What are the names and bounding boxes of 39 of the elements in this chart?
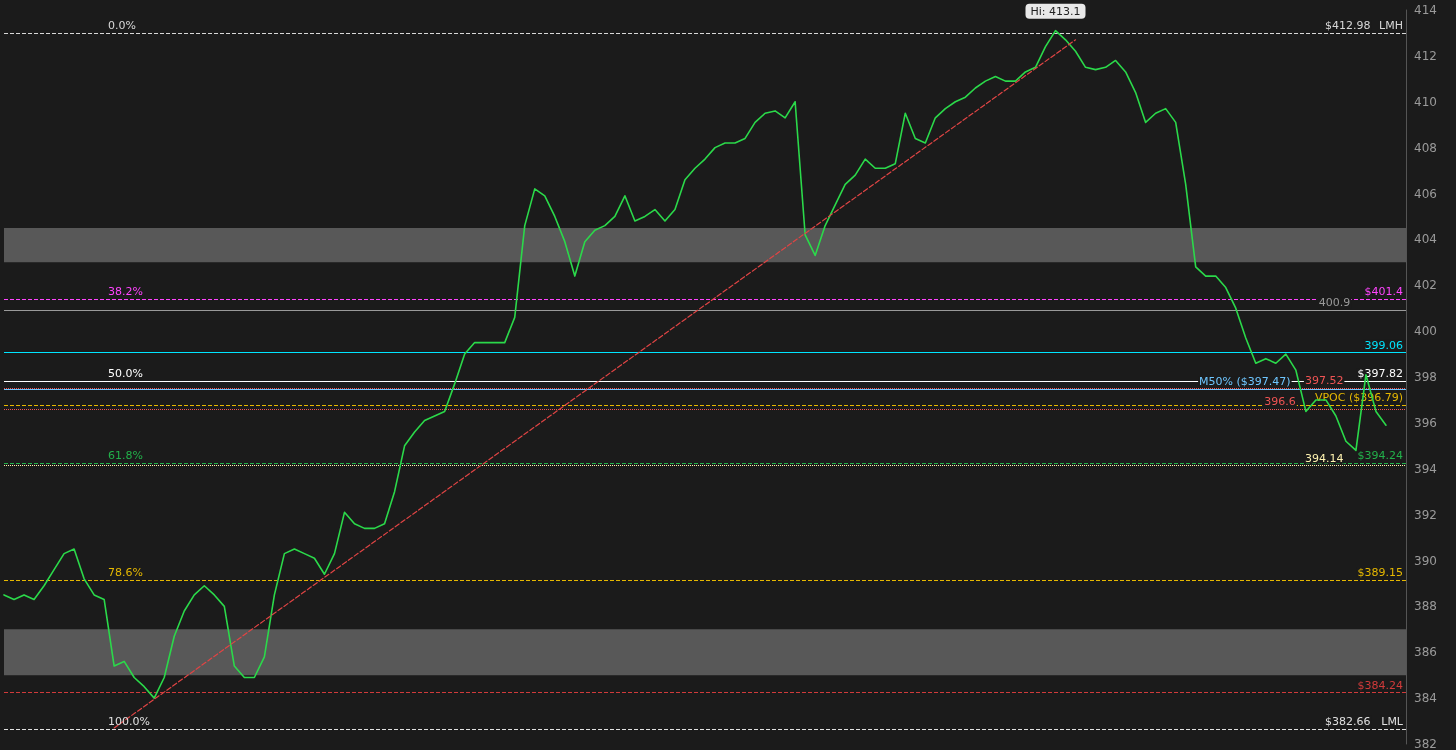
annotation: 38.2%: [108, 285, 143, 299]
ref-line-label: $412.98: [1325, 19, 1371, 33]
annotation: 100.0%: [108, 714, 150, 728]
y-tick-label: 404: [1414, 232, 1437, 247]
ref-line-label: 396.6: [1264, 395, 1296, 409]
annotation: 61.8%: [108, 449, 143, 463]
ref-line-label: $394.24: [1357, 449, 1403, 463]
y-tick-label: 408: [1414, 140, 1437, 155]
y-tick-label: 390: [1414, 553, 1437, 568]
annotation: LML: [1381, 714, 1404, 728]
ref-line-label: 397.52: [1304, 374, 1344, 388]
y-tick-label: 406: [1414, 186, 1437, 201]
ref-line-label: $382.66: [1325, 714, 1371, 728]
y-tick-label: 400: [1414, 324, 1437, 339]
y-tick-label: 386: [1414, 645, 1437, 660]
y-tick-label: 402: [1414, 278, 1437, 293]
y-tick-label: 388: [1414, 599, 1437, 614]
annotation: 78.6%: [108, 566, 143, 579]
y-tick-label: 392: [1414, 507, 1437, 522]
ref-line-label: 394.14: [1304, 451, 1344, 465]
y-tick-label: 382: [1414, 737, 1437, 750]
ref-line-label: M50% ($397.47): [1199, 375, 1291, 389]
annotation: Hi: 413.1: [1030, 4, 1081, 18]
ref-line-label: $401.4: [1364, 285, 1403, 299]
y-tick-label: 412: [1414, 48, 1437, 63]
annotation: 50.0%: [108, 367, 143, 381]
annotation: 0.0%: [108, 19, 136, 33]
y-tick-label: 384: [1414, 691, 1437, 706]
ref-line-label: $397.82: [1357, 367, 1403, 381]
ref-line-label: 400.9: [1318, 296, 1351, 310]
y-tick-label: 410: [1414, 94, 1437, 109]
ref-line-label: $384.24: [1357, 678, 1403, 692]
ref-line-label: 399.06: [1364, 338, 1403, 352]
y-tick-label: 414: [1414, 3, 1437, 17]
ref-line-label: $389.15: [1357, 566, 1403, 579]
y-tick-label: 394: [1414, 461, 1437, 476]
annotation: LMH: [1379, 19, 1403, 33]
y-tick-label: 398: [1414, 370, 1437, 384]
y-tick-label: 396: [1414, 415, 1437, 430]
